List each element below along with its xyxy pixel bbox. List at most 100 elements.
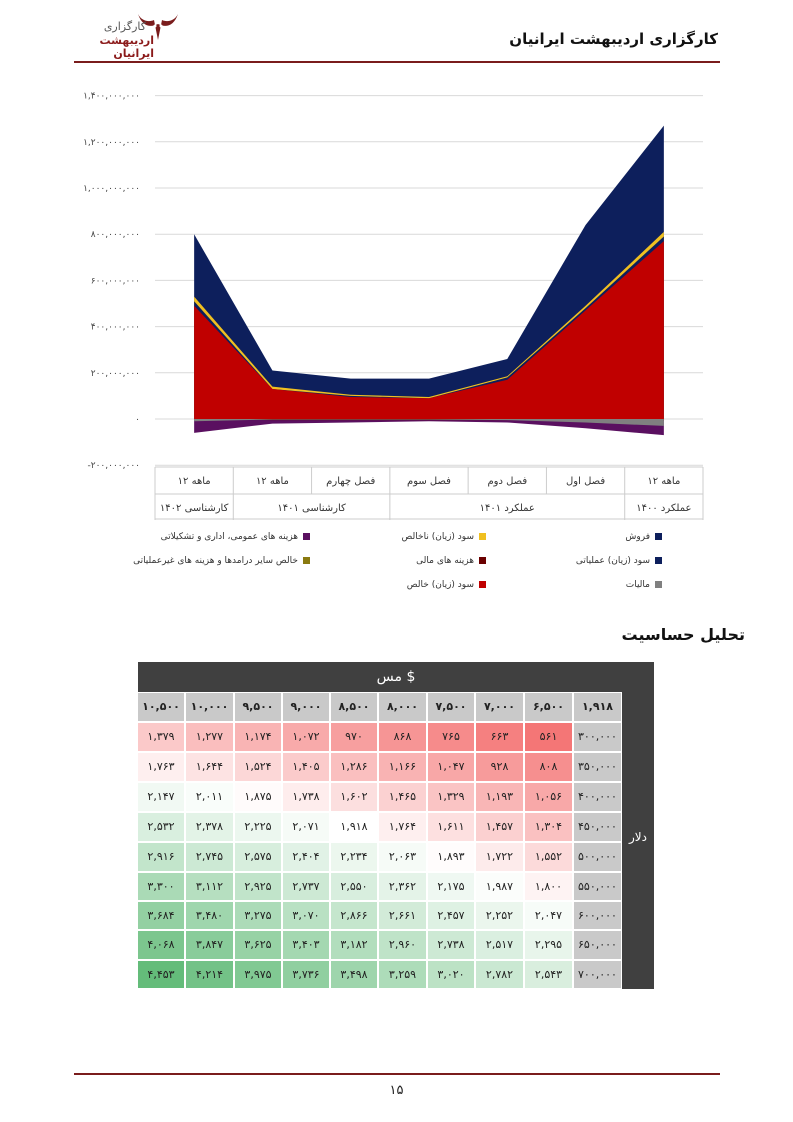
category-label: فصل سوم bbox=[407, 476, 451, 487]
sensitivity-cell: ۲,۴۰۴ bbox=[282, 842, 330, 872]
y-tick-label: ۱,۲۰۰,۰۰۰,۰۰۰ bbox=[83, 138, 140, 148]
sensitivity-cell: ۲,۵۴۳ bbox=[524, 960, 573, 989]
sensitivity-cell: ۳,۱۸۲ bbox=[330, 930, 378, 960]
net-profit-area bbox=[194, 241, 664, 419]
sensitivity-cell: ۱,۳۷۹ bbox=[137, 722, 185, 752]
sensitivity-cell: ۲,۷۳۸ bbox=[427, 930, 475, 960]
sensitivity-cell: ۲,۴۵۷ bbox=[427, 901, 475, 930]
sensitivity-cell: ۲,۷۳۷ bbox=[282, 872, 330, 901]
sensitivity-cell: ۳,۷۳۶ bbox=[282, 960, 330, 989]
column-header: ۱,۹۱۸ bbox=[573, 692, 622, 722]
sensitivity-cell: ۱,۶۱۱ bbox=[427, 812, 475, 842]
sensitivity-cell: ۲,۷۴۵ bbox=[185, 842, 234, 872]
legend-swatch bbox=[479, 533, 486, 540]
sensitivity-cell: ۳,۹۷۵ bbox=[234, 960, 282, 989]
sensitivity-table: مس $ دلار ۱,۹۱۸ ۶,۵۰۰ ۷,۰۰۰ ۷,۵۰۰ ۸,۰۰۰ ۸,۵۰۰… bbox=[137, 662, 654, 989]
group-label: کارشناسی ۱۴۰۲ bbox=[160, 503, 229, 514]
sensitivity-cell: ۲,۳۶۲ bbox=[378, 872, 427, 901]
sensitivity-cell: ۲,۹۶۰ bbox=[378, 930, 427, 960]
row-header: ۶۵۰,۰۰۰ bbox=[573, 930, 622, 960]
sensitivity-cell: ۱,۷۶۳ bbox=[137, 752, 185, 782]
row-header: ۴۰۰,۰۰۰ bbox=[573, 782, 622, 812]
sensitivity-cell: ۱,۰۷۲ bbox=[282, 722, 330, 752]
sensitivity-cell: ۳,۶۸۴ bbox=[137, 901, 185, 930]
chart-legend: فروش سود (زیان) ناخالص هزینه های عمومی، اد… bbox=[0, 530, 793, 600]
column-header: ۷,۰۰۰ bbox=[475, 692, 524, 722]
column-header: ۱۰,۰۰۰ bbox=[185, 692, 234, 722]
admin-expense-area bbox=[194, 419, 664, 436]
row-header: ۵۰۰,۰۰۰ bbox=[573, 842, 622, 872]
category-label: فصل اول bbox=[566, 476, 605, 487]
legend-item: سود (زیان) ناخالص bbox=[402, 532, 486, 542]
chart-canvas: ۱,۴۰۰,۰۰۰,۰۰۰ ۱,۲۰۰,۰۰۰,۰۰۰ ۱,۰۰۰,۰۰۰,۰۰۰ ۸… bbox=[83, 92, 704, 520]
legend-swatch bbox=[303, 533, 310, 540]
sensitivity-cell: ۷۶۵ bbox=[427, 722, 475, 752]
sensitivity-cell: ۱,۷۳۸ bbox=[282, 782, 330, 812]
group-label: عملکرد ۱۴۰۰ bbox=[636, 503, 691, 514]
category-label: فصل چهارم bbox=[326, 476, 375, 487]
row-header: ۶۰۰,۰۰۰ bbox=[573, 901, 622, 930]
row-header: ۵۵۰,۰۰۰ bbox=[573, 872, 622, 901]
sensitivity-cell: ۵۶۱ bbox=[524, 722, 573, 752]
y-tick-label: ۶۰۰,۰۰۰,۰۰۰ bbox=[91, 276, 140, 286]
sensitivity-cell: ۲,۳۷۸ bbox=[185, 812, 234, 842]
dollar-rate-header: دلار bbox=[622, 692, 654, 989]
financial-area-chart: ۱,۴۰۰,۰۰۰,۰۰۰ ۱,۲۰۰,۰۰۰,۰۰۰ ۱,۰۰۰,۰۰۰,۰۰۰ ۸… bbox=[0, 80, 793, 520]
y-tick-label: ۸۰۰,۰۰۰,۰۰۰ bbox=[91, 230, 140, 240]
tax-area bbox=[194, 419, 664, 426]
sensitivity-cell: ۳,۴۸۰ bbox=[185, 901, 234, 930]
sensitivity-cell: ۳,۱۱۲ bbox=[185, 872, 234, 901]
y-tick-label: ۴۰۰,۰۰۰,۰۰۰ bbox=[91, 323, 140, 333]
sensitivity-cell: ۲,۱۴۷ bbox=[137, 782, 185, 812]
sensitivity-cell: ۱,۷۶۴ bbox=[378, 812, 427, 842]
sensitivity-cell: ۳,۳۰۰ bbox=[137, 872, 185, 901]
column-header: ۱۰,۵۰۰ bbox=[137, 692, 185, 722]
sensitivity-cell: ۲,۸۶۶ bbox=[330, 901, 378, 930]
sensitivity-cell: ۱,۴۰۵ bbox=[282, 752, 330, 782]
legend-label: فروش bbox=[625, 532, 650, 542]
sensitivity-cell: ۳,۶۲۵ bbox=[234, 930, 282, 960]
footer-rule bbox=[74, 1073, 720, 1075]
sensitivity-cell: ۲,۹۲۵ bbox=[234, 872, 282, 901]
sensitivity-cell: ۸۶۸ bbox=[378, 722, 427, 752]
row-header: ۴۵۰,۰۰۰ bbox=[573, 812, 622, 842]
sensitivity-cell: ۶۶۳ bbox=[475, 722, 524, 752]
sensitivity-cell: ۲,۵۷۵ bbox=[234, 842, 282, 872]
y-tick-label: ۲۰۰,۰۰۰,۰۰۰ bbox=[91, 369, 140, 379]
sensitivity-cell: ۲,۹۱۶ bbox=[137, 842, 185, 872]
sensitivity-cell: ۱,۵۵۲ bbox=[524, 842, 573, 872]
sensitivity-cell: ۲,۵۱۷ bbox=[475, 930, 524, 960]
legend-label: سود (زیان) عملیاتی bbox=[575, 556, 650, 566]
column-header: ۸,۰۰۰ bbox=[378, 692, 427, 722]
copper-price-header: مس $ bbox=[138, 662, 654, 692]
sensitivity-cell: ۲,۵۵۰ bbox=[330, 872, 378, 901]
legend-swatch bbox=[655, 533, 662, 540]
page-number: ۱۵ bbox=[389, 1083, 404, 1098]
sensitivity-cell: ۱,۸۰۰ bbox=[524, 872, 573, 901]
page-header: کارگزاری اردیبهشت ایرانیان کارگزاری اردی… bbox=[0, 0, 793, 64]
sensitivity-cell: ۲,۰۴۷ bbox=[524, 901, 573, 930]
sensitivity-cell: ۴,۰۶۸ bbox=[137, 930, 185, 960]
sensitivity-cell: ۲,۰۷۱ bbox=[282, 812, 330, 842]
legend-item: هزینه های عمومی، اداری و تشکیلاتی bbox=[161, 532, 310, 542]
column-header: ۷,۵۰۰ bbox=[427, 692, 475, 722]
legend-label: مالیات bbox=[625, 580, 650, 590]
sensitivity-cell: ۱,۱۶۶ bbox=[378, 752, 427, 782]
legend-label: سود (زیان) ناخالص bbox=[401, 532, 474, 542]
sensitivity-cell: ۲,۰۱۱ bbox=[185, 782, 234, 812]
legend-swatch bbox=[479, 557, 486, 564]
logo-text-bottom: اردیبهشت ایرانیان bbox=[99, 34, 154, 60]
sensitivity-cell: ۱,۳۰۴ bbox=[524, 812, 573, 842]
column-header: ۶,۵۰۰ bbox=[524, 692, 573, 722]
sensitivity-cell: ۲,۱۷۵ bbox=[427, 872, 475, 901]
sensitivity-cell: ۳,۲۵۹ bbox=[378, 960, 427, 989]
header-rule bbox=[74, 61, 720, 63]
legend-item: سود (زیان) عملیاتی bbox=[576, 556, 662, 566]
sensitivity-cell: ۲,۶۶۱ bbox=[378, 901, 427, 930]
sensitivity-cell: ۳,۰۷۰ bbox=[282, 901, 330, 930]
sensitivity-cell: ۲,۷۸۲ bbox=[475, 960, 524, 989]
y-tick-label: ۰ bbox=[135, 415, 140, 425]
y-tick-label: ۱,۰۰۰,۰۰۰,۰۰۰ bbox=[83, 184, 140, 194]
y-tick-label: ۱,۴۰۰,۰۰۰,۰۰۰ bbox=[83, 92, 140, 102]
sensitivity-cell: ۲,۵۳۲ bbox=[137, 812, 185, 842]
